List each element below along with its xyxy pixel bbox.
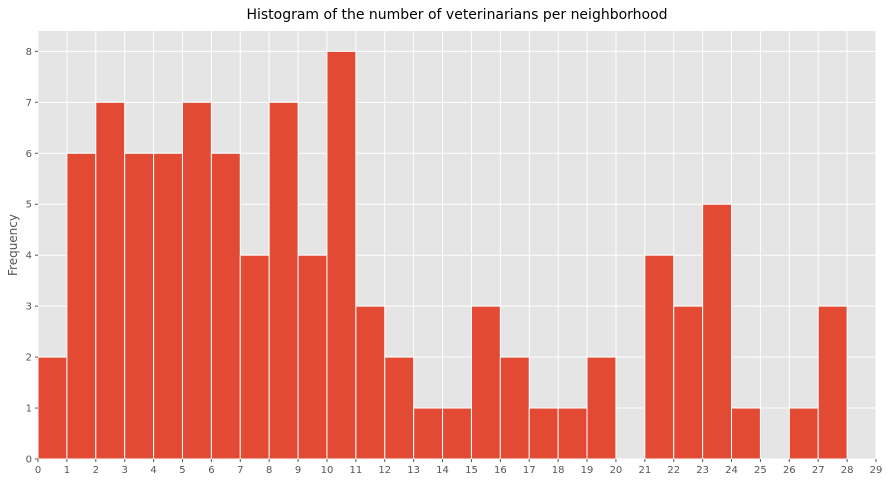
x-tick-label: 24: [725, 465, 738, 476]
histogram-bar: [644, 254, 675, 460]
histogram-bar: [673, 305, 704, 460]
x-tick-label: 16: [494, 465, 507, 476]
x-tick-label: 15: [465, 465, 478, 476]
x-tick-label: 19: [581, 465, 594, 476]
x-axis-ticks: 0 1 2 3 4 5 6 7 8 9 10 11 12 13 14 15 16 17 18 19 20 21 22 23 24…: [35, 459, 883, 476]
x-tick-label: 10: [321, 465, 334, 476]
x-tick-label: 2: [93, 465, 99, 476]
x-tick-label: 12: [378, 465, 391, 476]
y-tick-label: 4: [26, 251, 32, 262]
x-tick-label: 25: [754, 465, 767, 476]
y-axis-label: Frequency: [6, 214, 20, 276]
histogram-bar: [66, 152, 97, 460]
x-tick-label: 9: [295, 465, 301, 476]
histogram-bar: [499, 356, 530, 460]
histogram-bars: [37, 50, 848, 460]
histogram-bar: [326, 50, 357, 460]
histogram-bar: [210, 152, 241, 460]
histogram-bar: [124, 152, 155, 460]
histogram-bar: [384, 356, 415, 460]
y-tick-label: 0: [26, 455, 32, 466]
histogram-bar: [153, 152, 183, 460]
histogram-bar: [557, 407, 588, 460]
y-tick-label: 2: [26, 353, 32, 364]
y-tick-label: 7: [26, 98, 32, 109]
histogram-bar: [355, 305, 386, 460]
x-tick-label: 13: [407, 465, 420, 476]
chart-title: Histogram of the number of veterinarians…: [246, 7, 667, 23]
x-tick-label: 11: [349, 465, 362, 476]
histogram-bar: [528, 407, 559, 460]
y-tick-label: 3: [26, 302, 32, 313]
histogram-bar: [817, 305, 848, 460]
x-tick-label: 7: [237, 465, 243, 476]
histogram-bar: [413, 407, 444, 460]
y-tick-label: 5: [26, 200, 32, 211]
x-tick-label: 0: [35, 465, 41, 476]
x-tick-label: 4: [150, 465, 156, 476]
histogram-bar: [731, 407, 761, 460]
histogram-bar: [95, 101, 126, 460]
histogram-bar: [788, 407, 819, 460]
y-tick-label: 1: [26, 404, 32, 415]
x-tick-label: 27: [812, 465, 825, 476]
x-tick-label: 14: [436, 465, 449, 476]
x-tick-label: 23: [696, 465, 709, 476]
x-tick-label: 22: [667, 465, 680, 476]
y-tick-label: 8: [26, 47, 32, 58]
x-tick-label: 28: [841, 465, 854, 476]
y-tick-label: 6: [26, 149, 32, 160]
x-tick-label: 17: [523, 465, 536, 476]
x-tick-label: 20: [610, 465, 623, 476]
histogram-bar: [586, 356, 617, 460]
histogram-bar: [181, 101, 212, 460]
histogram-bar: [239, 254, 270, 460]
x-tick-label: 29: [870, 465, 883, 476]
x-tick-label: 1: [64, 465, 70, 476]
histogram-bar: [702, 203, 733, 460]
histogram-bar: [37, 356, 68, 460]
x-tick-label: 26: [783, 465, 796, 476]
histogram-bar: [442, 407, 472, 460]
x-tick-label: 5: [179, 465, 185, 476]
histogram-bar: [268, 101, 299, 460]
histogram-bar: [470, 305, 501, 460]
y-axis-ticks: 0 1 2 3 4 5 6 7 8: [26, 47, 38, 466]
x-tick-label: 6: [208, 465, 214, 476]
x-tick-label: 18: [552, 465, 565, 476]
x-tick-label: 21: [638, 465, 651, 476]
x-tick-label: 3: [122, 465, 128, 476]
x-tick-label: 8: [266, 465, 272, 476]
histogram-bar: [297, 254, 328, 460]
